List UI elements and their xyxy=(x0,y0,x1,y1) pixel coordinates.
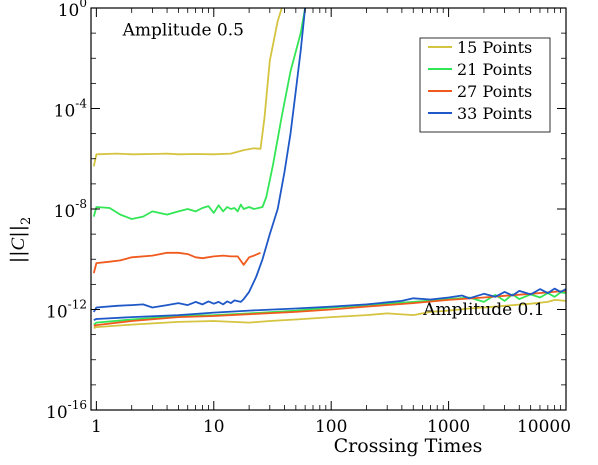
x-tick-label: 10000 xyxy=(517,417,571,437)
y-axis-label-subscript: 2 xyxy=(19,217,34,225)
series-line-21-points-amp05 xyxy=(92,8,306,220)
series-line-33-points-amp05 xyxy=(93,8,306,313)
legend-box xyxy=(419,37,551,133)
y-tick-label: 10-12 xyxy=(46,298,87,323)
x-tick-label: 1000 xyxy=(427,417,470,437)
legend: 15 Points 21 Points 27 Points 33 Points xyxy=(419,37,551,133)
series-layer xyxy=(92,8,566,330)
legend-label-27-points: 27 Points xyxy=(457,82,532,101)
x-axis-label: Crossing Times xyxy=(334,435,483,457)
annotation-1: Amplitude 0.5 xyxy=(122,21,244,41)
x-tick-label: 100 xyxy=(315,417,347,437)
y-axis-label-symbol: C xyxy=(8,237,29,250)
series-line-27-points-amp01 xyxy=(93,290,566,327)
y-tick-label: 10-16 xyxy=(46,398,87,423)
legend-label-33-points: 33 Points xyxy=(457,104,532,123)
axis-layer: 1 10 100 1000 10000 100 10-4 10-8 10-12 10-16 xyxy=(46,0,571,437)
legend-label-21-points: 21 Points xyxy=(457,60,532,79)
y-axis-label-close: || xyxy=(7,225,29,238)
annotation-2: Amplitude 0.1 xyxy=(422,300,544,320)
y-tick-label: 100 xyxy=(58,0,87,21)
annotation-layer: Amplitude 0.5 Amplitude 0.1 xyxy=(122,21,545,321)
x-tick-label: 1 xyxy=(91,417,102,437)
y-tick-label: 10-4 xyxy=(54,97,88,122)
y-tick-label: 10-8 xyxy=(54,197,87,222)
series-line-15-points-amp05 xyxy=(92,8,283,167)
y-axis-label-bars: || xyxy=(7,250,29,263)
series-line-15-points-amp01 xyxy=(93,299,566,330)
x-tick-label: 10 xyxy=(203,417,225,437)
y-axis-label: ||C||2 xyxy=(7,217,34,264)
legend-label-15-points: 15 Points xyxy=(457,38,532,57)
series-line-33-points-amp01 xyxy=(93,287,566,321)
series-line-27-points-amp05 xyxy=(92,251,261,274)
